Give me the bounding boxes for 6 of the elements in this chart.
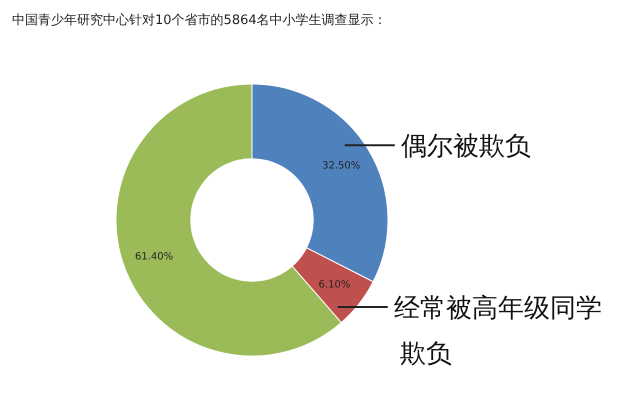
slice-label: 经常被高年级同学欺负 bbox=[394, 293, 602, 369]
data-label: 6.10% bbox=[318, 279, 350, 290]
data-label: 61.40% bbox=[134, 252, 174, 263]
chart-title: 中国青少年研究中心针对10个省市的5864名中小学生调查显示： bbox=[12, 12, 387, 28]
data-label: 32.50% bbox=[322, 160, 360, 172]
slice-label: 偶尔被欺负 bbox=[400, 132, 531, 162]
